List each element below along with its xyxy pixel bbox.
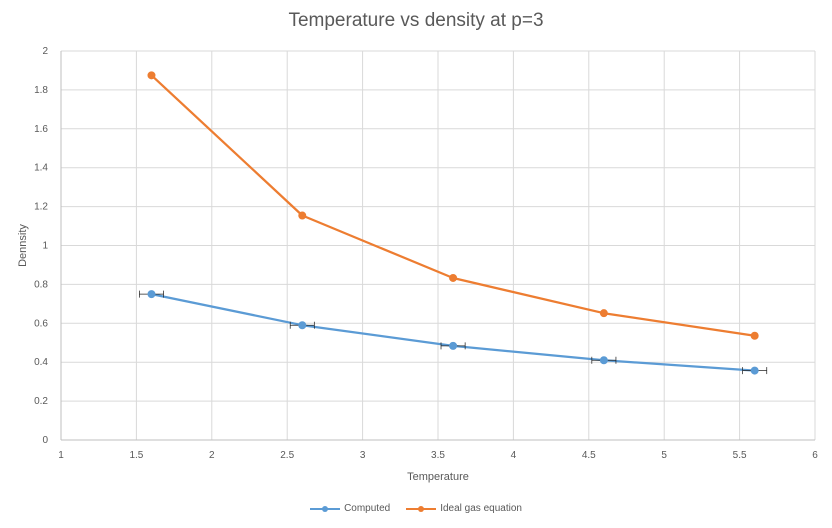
data-point bbox=[298, 321, 307, 330]
x-tick-label: 4 bbox=[511, 450, 517, 461]
y-tick-label: 0.6 bbox=[34, 318, 48, 329]
data-point bbox=[147, 71, 156, 80]
data-point bbox=[449, 273, 458, 282]
x-tick-label: 2 bbox=[209, 450, 215, 461]
data-point bbox=[449, 341, 458, 350]
data-point bbox=[750, 366, 759, 375]
x-tick-label: 3 bbox=[360, 450, 366, 461]
x-axis-title: Temperature bbox=[407, 471, 469, 483]
legend-swatch-marker bbox=[418, 505, 425, 512]
y-tick-label: 1 bbox=[42, 241, 48, 252]
legend-label: Ideal gas equation bbox=[440, 503, 522, 514]
y-tick-label: 1.4 bbox=[34, 163, 48, 174]
data-point bbox=[599, 356, 608, 365]
y-tick-labels: 0 0.2 0.4 0.6 0.8 1 1.2 1.4 1.6 1.8 2 bbox=[34, 46, 48, 446]
x-tick-label: 2.5 bbox=[280, 450, 294, 461]
y-tick-label: 1.2 bbox=[34, 202, 48, 213]
legend-swatch bbox=[406, 504, 437, 514]
axes bbox=[60, 51, 815, 441]
legend-item: Computed bbox=[310, 503, 390, 514]
legend-item: Ideal gas equation bbox=[406, 503, 522, 514]
y-tick-label: 1.6 bbox=[34, 124, 48, 135]
x-tick-label: 1.5 bbox=[129, 450, 143, 461]
series-0 bbox=[139, 290, 768, 375]
y-axis-title: Dennsity bbox=[17, 224, 29, 267]
data-point bbox=[147, 290, 156, 299]
data-point bbox=[298, 211, 307, 220]
x-tick-label: 6 bbox=[812, 450, 818, 461]
y-tick-label: 0.4 bbox=[34, 357, 48, 368]
gridlines bbox=[61, 50, 816, 440]
legend: Computed Ideal gas equation bbox=[0, 503, 832, 517]
y-tick-label: 0.8 bbox=[34, 279, 48, 290]
x-tick-label: 5.5 bbox=[733, 450, 747, 461]
data-point bbox=[750, 331, 759, 340]
x-tick-label: 1 bbox=[58, 450, 64, 461]
series-1 bbox=[147, 71, 759, 340]
x-tick-labels: 1 1.5 2 2.5 3 3.5 4 4.5 5 5.5 6 bbox=[58, 450, 818, 461]
x-tick-label: 3.5 bbox=[431, 450, 445, 461]
data-point bbox=[599, 309, 608, 318]
y-tick-label: 0.2 bbox=[34, 396, 48, 407]
y-tick-label: 0 bbox=[42, 435, 48, 446]
chart-title: Temperature vs density at p=3 bbox=[288, 10, 544, 31]
series-group bbox=[139, 71, 768, 375]
y-tick-label: 2 bbox=[42, 46, 48, 57]
legend-swatch bbox=[310, 504, 341, 514]
legend-label: Computed bbox=[344, 503, 391, 514]
y-tick-label: 1.8 bbox=[34, 85, 48, 96]
x-tick-label: 4.5 bbox=[582, 450, 596, 461]
legend-swatch-marker bbox=[322, 505, 329, 512]
x-tick-label: 5 bbox=[661, 450, 667, 461]
